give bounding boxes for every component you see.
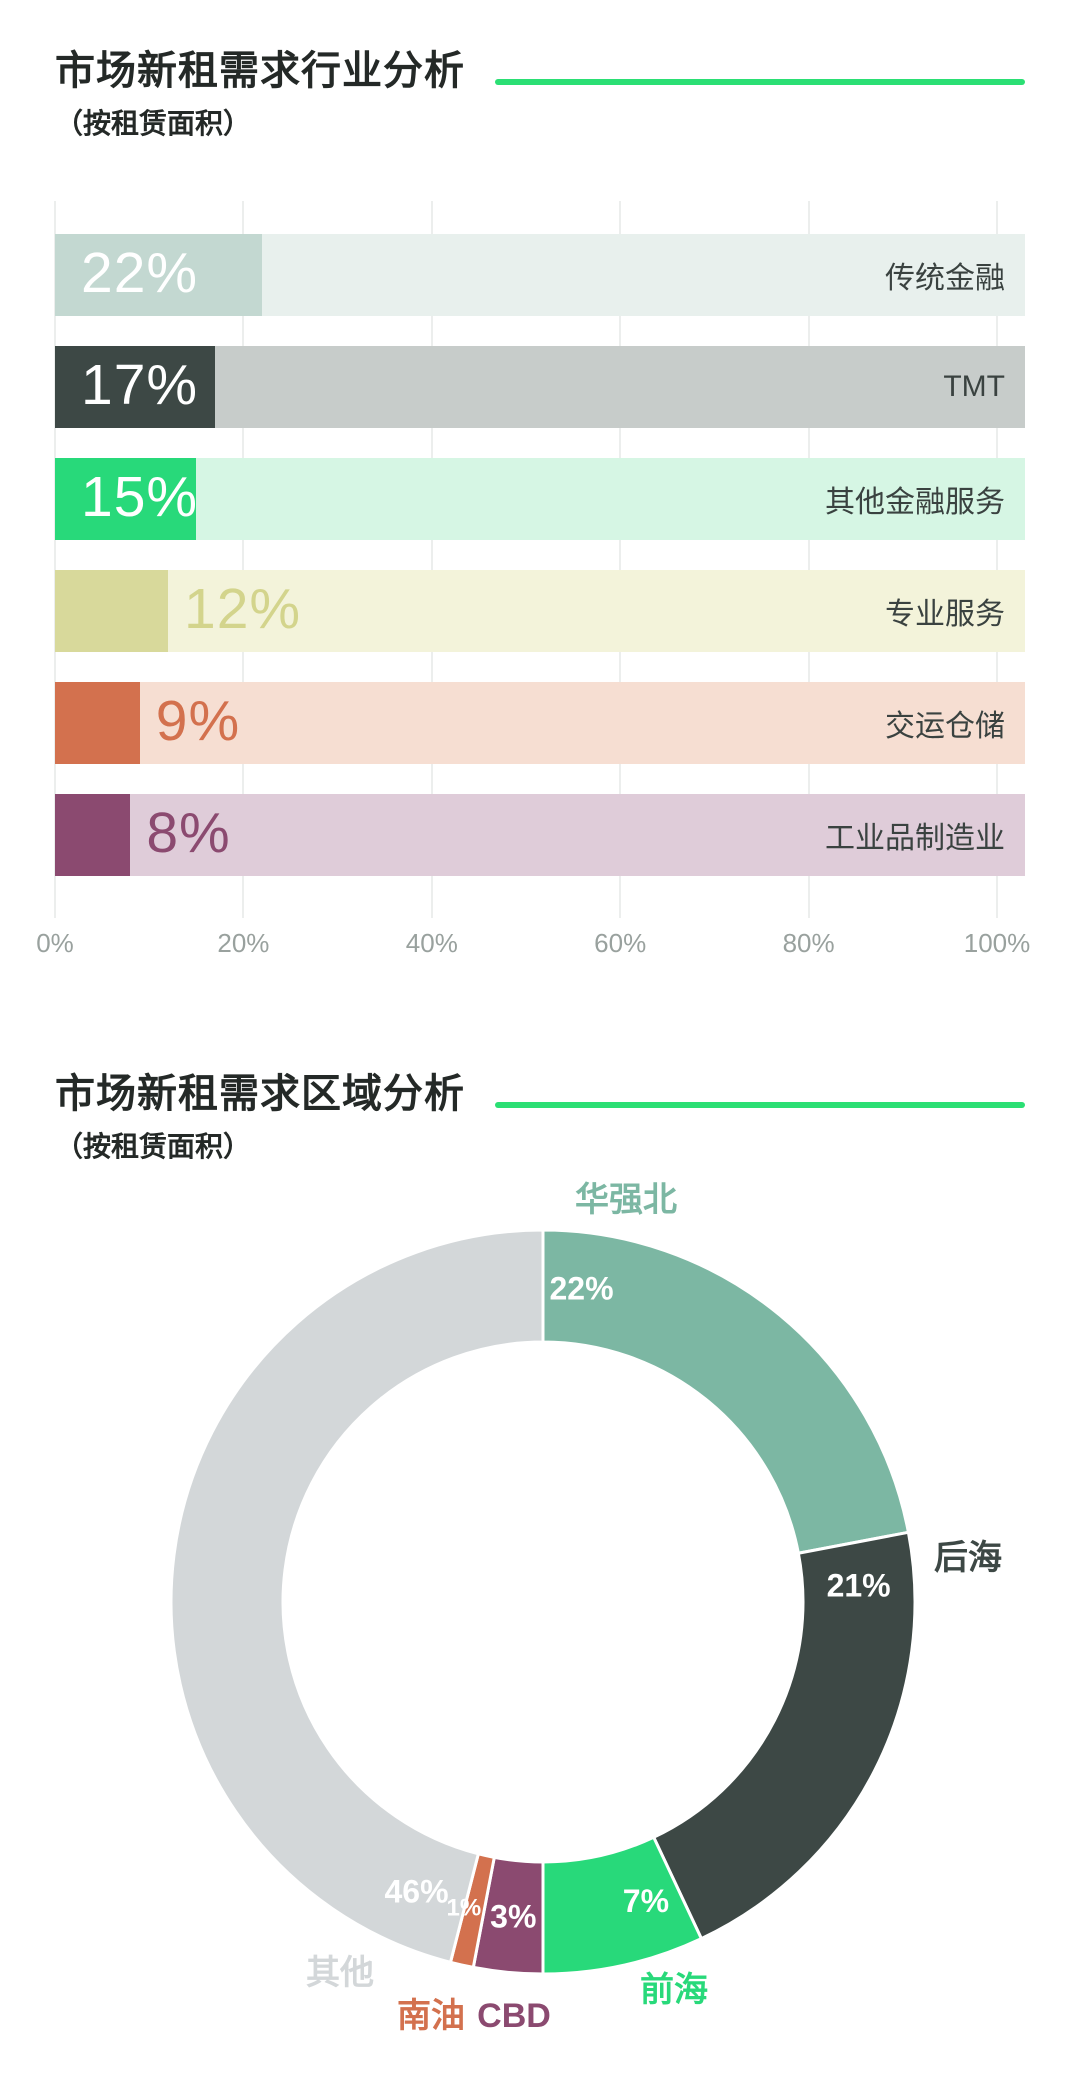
donut-slice (652, 1530, 917, 1941)
section-title: 市场新租需求区域分析 (55, 1072, 465, 1116)
grid-line (619, 201, 622, 918)
slice-value-label: 46% (384, 1874, 448, 1910)
bar-row: 22% 传统金融 (55, 234, 1025, 316)
bar-fill (55, 794, 131, 876)
bar-category-label: 其他金融服务 (825, 486, 1005, 519)
axis-tick-label: 40% (405, 928, 458, 958)
slice-name-label: 华强北 (575, 1181, 677, 1219)
bar-category-label: 传统金融 (885, 262, 1005, 295)
section-subtitle: （按租赁面积） (55, 1131, 252, 1162)
gridlines (54, 201, 1025, 918)
industry-analysis-section: 市场新租需求行业分析 （按租赁面积） 22% 传统金融 17% TMT (36, 48, 1030, 966)
x-axis: 0% 20% 40% 60% 80% 100% (36, 876, 1030, 966)
bar-category-label: TMT (943, 370, 1005, 403)
bar-value-label: 8% (146, 801, 231, 866)
bar-rows: 22% 传统金融 17% TMT 15% 其他金融服务 12% 专业服务 (54, 201, 1025, 918)
bar-fill (55, 682, 140, 764)
bar-category-label: 工业品制造业 (825, 822, 1005, 855)
grid-line (807, 201, 810, 918)
title-accent-line (495, 1102, 1025, 1108)
axis-tick-label: 20% (217, 928, 270, 958)
bar-value-label: 12% (184, 577, 302, 642)
bar-value-label: 15% (81, 465, 199, 530)
bar-row: 17% TMT (55, 346, 1025, 428)
slice-value-label: 7% (623, 1883, 669, 1919)
bar-row: 8% 工业品制造业 (55, 794, 1025, 876)
title-accent-line (495, 79, 1025, 85)
bar-fill (55, 346, 216, 428)
donut-slices (169, 1228, 917, 1976)
slice-name-label: 南油 (397, 1997, 465, 2035)
region-donut-chart: 22% 21% 7% 3% 1% 46% 华强北 后海 前海 CBD 南油 其他 (169, 1181, 1002, 2035)
slice-name-label: 前海 (640, 1971, 708, 2009)
section-header: 市场新租需求区域分析 (55, 1071, 1025, 1117)
grid-line (430, 201, 433, 918)
slice-value-label: 22% (549, 1270, 613, 1306)
region-analysis-section: 市场新租需求区域分析 （按租赁面积） 22% 21% 7% 3% 1% 46% … (55, 1071, 1025, 2092)
bar-value-label: 9% (155, 689, 241, 754)
slice-value-label: 3% (490, 1899, 536, 1935)
axis-tick-label: 100% (963, 928, 1031, 958)
industry-bar-chart: 22% 传统金融 17% TMT 15% 其他金融服务 12% 专业服务 (36, 201, 1030, 966)
donut-slice (169, 1228, 545, 1964)
bar-fill (55, 458, 197, 540)
axis-tick-label: 80% (782, 928, 835, 958)
axis-tick-label: 0% (36, 928, 74, 958)
slice-value-label: 1% (447, 1894, 482, 1921)
bar-category-label: 交运仓储 (885, 710, 1005, 743)
grid-line (54, 201, 56, 918)
bar-row: 15% 其他金融服务 (55, 458, 1025, 540)
bar-row: 12% 专业服务 (55, 570, 1025, 652)
bar-fill (55, 570, 169, 652)
slice-name-label: CBD (477, 1997, 551, 2035)
bar-row: 9% 交运仓储 (55, 682, 1025, 764)
bar-category-label: 专业服务 (885, 598, 1005, 631)
bar-value-label: 22% (81, 241, 199, 306)
grid-line (242, 201, 245, 918)
slice-name-label: 其他 (306, 1954, 374, 1992)
slice-value-label: 21% (827, 1568, 891, 1604)
donut-slice (541, 1228, 910, 1555)
section-title: 市场新租需求行业分析 (55, 49, 465, 93)
section-subtitle: （按租赁面积） (55, 108, 252, 139)
axis-tick-label: 60% (594, 928, 647, 958)
slice-name-label: 后海 (934, 1539, 1002, 1577)
section-header: 市场新租需求行业分析 (55, 48, 1025, 94)
bar-value-label: 17% (81, 353, 199, 418)
grid-line (996, 201, 998, 918)
bar-fill (55, 234, 263, 316)
